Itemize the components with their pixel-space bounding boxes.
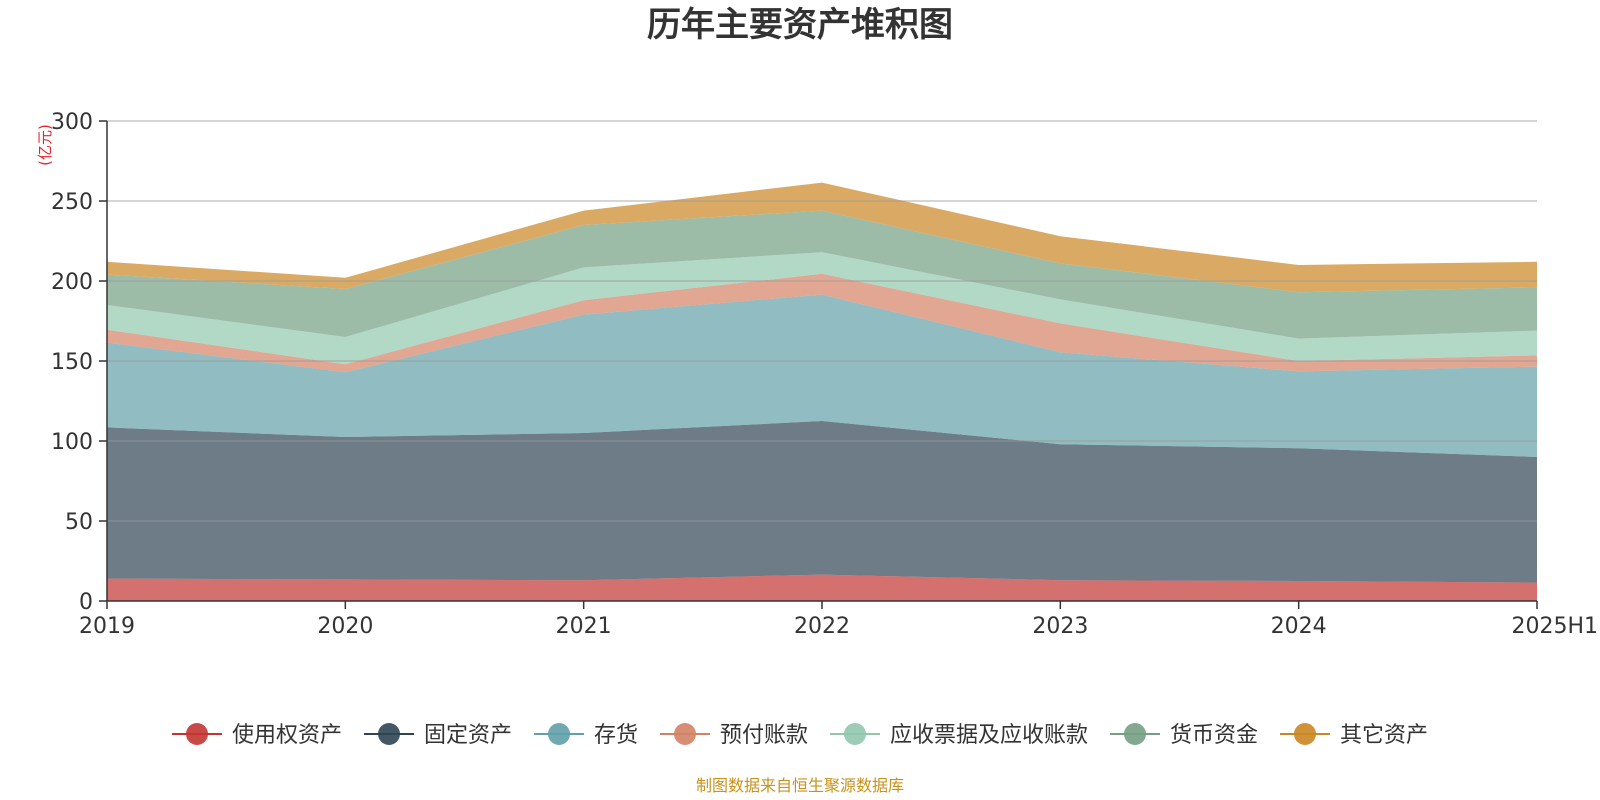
legend-label: 存货 — [594, 723, 638, 748]
area-series-3 — [107, 294, 1537, 457]
y-tick-label: 50 — [65, 510, 93, 535]
legend-label: 货币资金 — [1170, 723, 1258, 748]
x-tick-label: 2023 — [1032, 614, 1088, 639]
legend-item-1[interactable]: 使用权资产 — [172, 723, 342, 748]
legend-item-3[interactable]: 存货 — [534, 723, 638, 748]
y-tick-label: 200 — [51, 270, 93, 295]
legend-marker — [844, 723, 866, 745]
legend: 使用权资产 固定资产 存货 预付账款 应收票据及应收账款 货币资金 其它资产 — [172, 723, 1428, 748]
legend-marker — [674, 723, 696, 745]
legend-item-7[interactable]: 其它资产 — [1280, 723, 1428, 748]
axes: 0 50 100 150 200 250 300 2019 2020 2021 2022 2023 20… — [51, 110, 1598, 639]
y-tick-label: 300 — [51, 110, 93, 135]
legend-marker — [548, 723, 570, 745]
area-series-2 — [107, 421, 1537, 583]
legend-label: 预付账款 — [720, 723, 808, 748]
legend-item-2[interactable]: 固定资产 — [364, 723, 512, 748]
legend-marker — [186, 723, 208, 745]
legend-marker — [1124, 723, 1146, 745]
legend-item-5[interactable]: 应收票据及应收账款 — [830, 723, 1088, 748]
area-series-7 — [107, 182, 1537, 293]
legend-label: 固定资产 — [424, 723, 512, 748]
legend-marker — [378, 723, 400, 745]
legend-label: 使用权资产 — [232, 723, 342, 748]
y-axis-unit-label: (亿元) — [36, 124, 54, 166]
area-series-5 — [107, 252, 1537, 365]
area-series-4 — [107, 273, 1537, 373]
x-tick-label: 2024 — [1271, 614, 1327, 639]
x-tick-label: 2021 — [556, 614, 612, 639]
x-tick-label: 2019 — [79, 614, 135, 639]
x-tick-label: 2022 — [794, 614, 850, 639]
area-series-6 — [107, 210, 1537, 339]
legend-marker — [1294, 723, 1316, 745]
x-tick-label: 2025H1 — [1511, 614, 1598, 639]
y-tick-label: 250 — [51, 190, 93, 215]
legend-item-4[interactable]: 预付账款 — [660, 723, 808, 748]
y-tick-label: 150 — [51, 350, 93, 375]
y-tick-label: 100 — [51, 430, 93, 455]
legend-label: 其它资产 — [1340, 723, 1428, 748]
source-note: 制图数据来自恒生聚源数据库 — [696, 776, 904, 795]
x-tick-label: 2020 — [317, 614, 373, 639]
chart-title: 历年主要资产堆积图 — [647, 5, 953, 45]
area-series-1 — [107, 574, 1537, 601]
gridlines — [107, 120, 1537, 522]
legend-label: 应收票据及应收账款 — [890, 723, 1088, 748]
area-series — [107, 182, 1537, 601]
y-tick-label: 0 — [79, 590, 93, 615]
legend-item-6[interactable]: 货币资金 — [1110, 723, 1258, 748]
